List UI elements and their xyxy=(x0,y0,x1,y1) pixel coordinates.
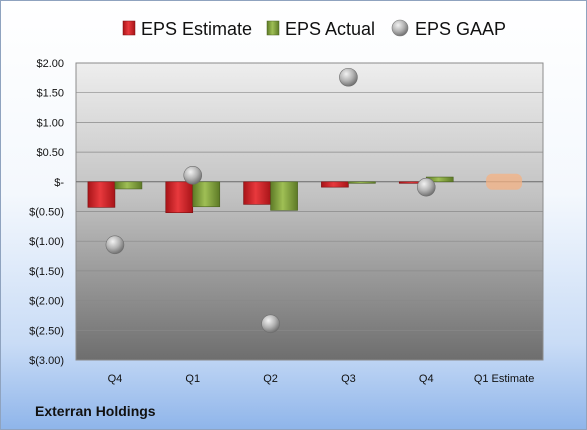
bar-eps-estimate xyxy=(165,181,194,213)
bar-eps-actual xyxy=(270,181,298,211)
q1-estimate-marker xyxy=(486,173,523,190)
legend-item-eps-estimate: EPS Estimate xyxy=(122,19,252,39)
x-tick-label: Q4 xyxy=(419,373,434,385)
marker-eps-gaap xyxy=(183,165,203,185)
bar-eps-estimate xyxy=(87,181,116,208)
legend-label-eps-actual: EPS Actual xyxy=(285,19,375,39)
bar-eps-actual xyxy=(348,181,376,184)
x-tick-label: Q2 xyxy=(263,373,278,385)
bar-eps-estimate xyxy=(243,181,271,205)
legend-label-eps-estimate: EPS Estimate xyxy=(141,19,252,39)
y-tick-label: $(2.50) xyxy=(29,325,64,337)
y-tick-label: $- xyxy=(54,177,64,189)
y-tick-label: $2.00 xyxy=(36,58,64,70)
y-tick-label: $0.50 xyxy=(36,147,64,159)
x-tick-label: Q3 xyxy=(341,373,356,385)
bar-eps-actual xyxy=(192,181,221,208)
x-tick-label: Q1 Estimate xyxy=(474,373,535,385)
marker-eps-gaap xyxy=(416,177,436,197)
company-name: Exterran Holdings xyxy=(35,403,156,419)
grid-lines xyxy=(76,62,543,361)
marker-eps-gaap xyxy=(339,67,358,87)
y-tick-label: $1.50 xyxy=(36,88,64,100)
x-tick-label: Q1 xyxy=(185,373,200,385)
bar-eps-estimate xyxy=(321,181,349,188)
gaap-markers xyxy=(105,67,436,334)
legend-item-eps-gaap: EPS GAAP xyxy=(391,19,506,39)
legend-swatch-eps-estimate xyxy=(122,20,136,36)
y-tick-label: $(1.50) xyxy=(29,266,64,278)
legend-item-eps-actual: EPS Actual xyxy=(266,19,375,39)
x-tick-label: Q4 xyxy=(108,373,123,385)
y-tick-label: $(3.00) xyxy=(29,355,64,367)
y-tick-label: $(2.00) xyxy=(29,296,64,308)
legend-swatch-eps-gaap xyxy=(391,19,409,37)
y-tick-label: $(0.50) xyxy=(29,207,64,219)
x-axis-ticks: Q4 Q1 Q2 Q3 Q4 Q1 Estimate xyxy=(108,373,535,385)
y-tick-label: $(1.00) xyxy=(29,236,64,248)
bars xyxy=(87,173,523,213)
bar-eps-actual xyxy=(114,181,143,190)
marker-eps-gaap xyxy=(261,314,280,334)
legend-swatch-eps-actual xyxy=(266,20,280,36)
marker-eps-gaap xyxy=(105,235,125,255)
y-axis-ticks: $2.00 $1.50 $1.00 $0.50 $- $(0.50) $(1.00) $(1.… xyxy=(29,58,64,367)
legend: EPS Estimate EPS Actual EPS GAAP xyxy=(122,19,506,39)
legend-label-eps-gaap: EPS GAAP xyxy=(415,19,506,39)
y-tick-label: $1.00 xyxy=(36,117,64,129)
